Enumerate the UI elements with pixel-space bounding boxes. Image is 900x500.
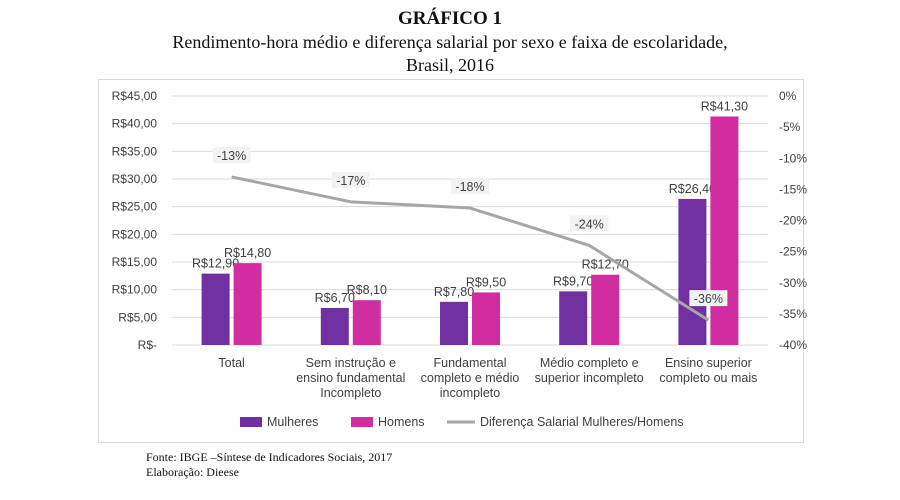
y-right-tick-label: 0% [779,89,797,103]
line-data-label: -36% [694,292,723,306]
y-right-tick-label: -15% [779,182,807,196]
y-left-tick-label: R$25,00 [112,200,158,214]
y-right-tick-label: -10% [779,151,807,165]
chart-subtitle-line1: Rendimento-hora médio e diferença salari… [172,32,728,52]
y-right-tick-label: -25% [779,245,807,259]
x-category-label: superior incompleto [535,371,644,385]
line-label-bg [451,178,489,195]
bar-label-mulheres: R$9,70 [553,274,593,288]
legend-label-homens: Homens [378,415,425,429]
y-left-tick-label: R$15,00 [112,255,158,269]
line-data-label: -17% [336,174,365,188]
y-right-tick-label: -30% [779,276,807,290]
x-category-label: ensino fundamental [296,371,405,385]
y-left-tick-label: R$35,00 [112,144,158,158]
bar-homens [710,116,739,346]
x-category-label: Sem instrução e [306,356,396,370]
y-right-tick-label: -40% [779,338,807,352]
x-category-label: Médio completo e [540,356,639,370]
line-label-bg [212,146,251,163]
bar-mulheres [320,307,349,345]
y-right-tick-label: -35% [779,307,807,321]
source-note: Fonte: IBGE –Síntese de Indicadores Soci… [146,450,393,464]
line-label-bg [689,290,728,307]
line-data-label: -24% [575,217,604,231]
y-left-tick-label: R$- [138,338,157,352]
y-left-tick-label: R$20,00 [112,227,158,241]
line-label-bg [331,171,370,188]
line-data-label: -18% [455,180,484,194]
bar-label-homens: R$41,30 [701,99,748,113]
legend-label-line: Diferença Salarial Mulheres/Homens [480,415,684,429]
line-data-label: -13% [217,149,246,163]
y-left-tick-label: R$10,00 [112,283,158,297]
bar-homens [352,300,381,345]
y-left-tick-label: R$45,00 [112,89,158,103]
chart-title: GRÁFICO 1 [398,8,502,29]
bar-homens [591,274,620,345]
x-category-label: Fundamental [434,356,507,370]
y-left-tick-label: R$30,00 [112,172,158,186]
bar-label-mulheres: R$12,90 [192,257,239,271]
bar-label-mulheres: R$26,40 [669,182,716,196]
x-category-label: completo e médio [421,371,520,385]
bar-homens [233,263,262,345]
bar-mulheres [678,198,707,345]
bar-label-homens: R$8,10 [347,283,387,297]
chart-subtitle-line2: Brasil, 2016 [406,55,494,75]
chart-frame [98,79,804,443]
bar-mulheres [440,301,468,345]
bar-label-mulheres: R$7,80 [434,285,474,299]
bar-mulheres [201,273,230,345]
bar-label-mulheres: R$6,70 [315,291,355,305]
legend-swatch-mulheres [240,417,262,427]
legend-label-mulheres: Mulheres [267,415,318,429]
x-category-label: Ensino superior [665,356,752,370]
bar-mulheres [559,291,588,345]
y-right-tick-label: -5% [779,120,801,134]
legend-swatch-homens [351,417,373,427]
bar-label-homens: R$9,50 [466,275,506,289]
line-label-bg [570,215,609,232]
bar-label-homens: R$14,80 [224,246,271,260]
bar-homens [472,292,500,345]
x-category-label: incompleto [440,386,500,400]
x-category-label: Total [218,356,244,370]
line-diferenca-salarial [231,175,710,322]
y-left-tick-label: R$5,00 [118,310,157,324]
y-left-tick-label: R$40,00 [112,117,158,131]
x-category-label: Incompleto [320,386,381,400]
credit-note: Elaboração: Dieese [146,465,239,479]
y-right-tick-label: -20% [779,214,807,228]
x-category-label: completo ou mais [659,371,757,385]
